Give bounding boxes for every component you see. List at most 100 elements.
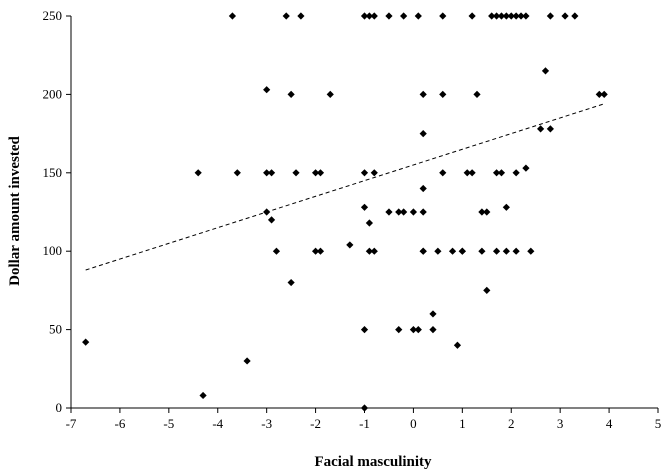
data-point (453, 341, 462, 349)
data-point (512, 169, 520, 177)
data-point (541, 67, 550, 75)
data-point (429, 310, 437, 318)
trendline (85, 103, 605, 271)
data-point (409, 326, 418, 334)
data-point (360, 12, 369, 20)
data-point (512, 247, 520, 255)
data-point (263, 169, 271, 177)
data-point (400, 208, 408, 216)
data-point (243, 357, 251, 365)
x-tick-label: 3 (557, 416, 564, 431)
data-point (595, 90, 603, 98)
x-tick-label: -1 (359, 416, 370, 431)
data-point (414, 326, 422, 334)
data-point (537, 125, 545, 133)
x-tick-label: -4 (212, 416, 223, 431)
data-point (502, 247, 510, 255)
data-point (194, 169, 202, 177)
data-point (527, 247, 535, 255)
data-point (395, 326, 403, 334)
data-point (346, 241, 354, 249)
x-tick-label: 0 (410, 416, 417, 431)
data-point (385, 208, 393, 216)
data-point (365, 247, 373, 255)
data-point (561, 12, 569, 20)
data-point (297, 12, 305, 20)
data-point (360, 404, 369, 412)
data-point (439, 169, 447, 177)
x-axis-title: Facial masculinity (314, 454, 432, 470)
data-point (365, 12, 373, 20)
data-point (370, 12, 378, 20)
y-tick-label: 150 (43, 165, 63, 180)
data-point (282, 12, 290, 20)
data-point (497, 169, 506, 177)
data-point (292, 169, 300, 177)
data-point (228, 12, 237, 20)
data-point (360, 169, 369, 177)
x-tick-label: -6 (114, 416, 125, 431)
data-point (82, 338, 90, 346)
data-point (419, 184, 427, 193)
x-tick-label: -7 (66, 416, 77, 431)
data-point (287, 278, 295, 287)
x-tick-label: -2 (310, 416, 321, 431)
data-point (419, 247, 427, 255)
data-point (360, 203, 369, 211)
data-point (263, 208, 271, 216)
data-points (82, 12, 608, 412)
data-point (468, 12, 476, 20)
data-point (419, 208, 427, 216)
data-point (409, 208, 418, 216)
data-point (316, 169, 325, 177)
data-point (478, 247, 486, 255)
data-point (287, 90, 295, 98)
data-point (267, 169, 276, 177)
data-point (522, 12, 530, 20)
data-point (448, 247, 457, 255)
data-point (419, 130, 427, 138)
data-point (385, 12, 393, 20)
data-point (439, 12, 447, 20)
data-point (439, 90, 447, 98)
data-point (267, 216, 276, 224)
data-point (468, 169, 476, 177)
y-tick-label: 100 (43, 243, 63, 258)
data-point (316, 247, 325, 255)
data-point (311, 247, 320, 255)
data-point (463, 169, 471, 177)
trendline-group (85, 103, 605, 271)
x-tick-label: 1 (459, 416, 466, 431)
data-point (517, 12, 525, 20)
data-point (473, 90, 481, 98)
data-point (600, 90, 608, 98)
data-point (311, 169, 320, 177)
y-tick-label: 50 (49, 322, 62, 337)
data-point (492, 247, 501, 255)
data-point (502, 203, 510, 211)
data-point (434, 247, 442, 255)
data-point (429, 326, 437, 334)
y-axis-title: Dollar amount invested (7, 135, 23, 285)
data-point (478, 208, 486, 216)
y-tick-label: 200 (43, 86, 63, 101)
data-point (414, 12, 422, 20)
data-point (483, 208, 491, 216)
data-point (546, 12, 554, 20)
data-point (360, 326, 369, 334)
data-point (365, 219, 373, 227)
data-point (492, 169, 501, 177)
data-point (272, 247, 281, 255)
data-point (483, 286, 491, 294)
data-point (326, 90, 334, 98)
data-point (400, 12, 408, 20)
data-point (488, 12, 496, 20)
data-point (233, 169, 241, 177)
data-point (571, 12, 579, 20)
data-point (512, 12, 520, 20)
data-point (546, 125, 554, 133)
x-tick-label: 4 (606, 416, 613, 431)
data-point (419, 90, 427, 98)
data-point (395, 208, 403, 216)
